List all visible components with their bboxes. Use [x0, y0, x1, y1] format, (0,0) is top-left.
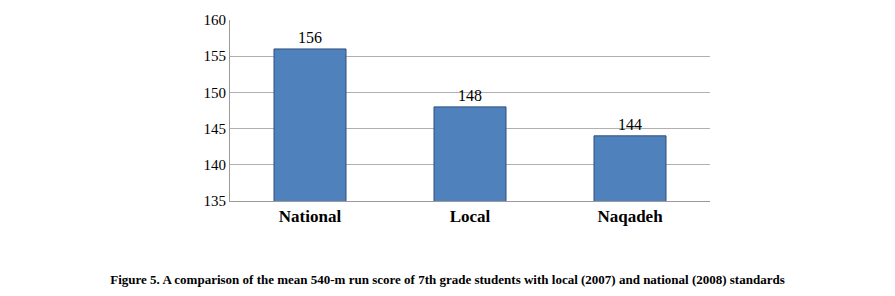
svg-text:140: 140	[204, 157, 227, 173]
svg-text:145: 145	[204, 121, 227, 137]
svg-text:144: 144	[618, 116, 642, 133]
svg-text:135: 135	[204, 193, 227, 209]
svg-text:160: 160	[204, 12, 227, 28]
svg-text:155: 155	[204, 48, 227, 64]
svg-text:148: 148	[458, 87, 482, 104]
svg-text:National: National	[279, 207, 342, 226]
svg-text:Local: Local	[450, 207, 491, 226]
svg-text:156: 156	[298, 29, 322, 46]
svg-text:150: 150	[204, 85, 227, 101]
svg-text:Naqadeh: Naqadeh	[597, 207, 663, 226]
svg-text:Figure 5. A comparison of the: Figure 5. A comparison of the mean 540-m…	[110, 272, 784, 287]
